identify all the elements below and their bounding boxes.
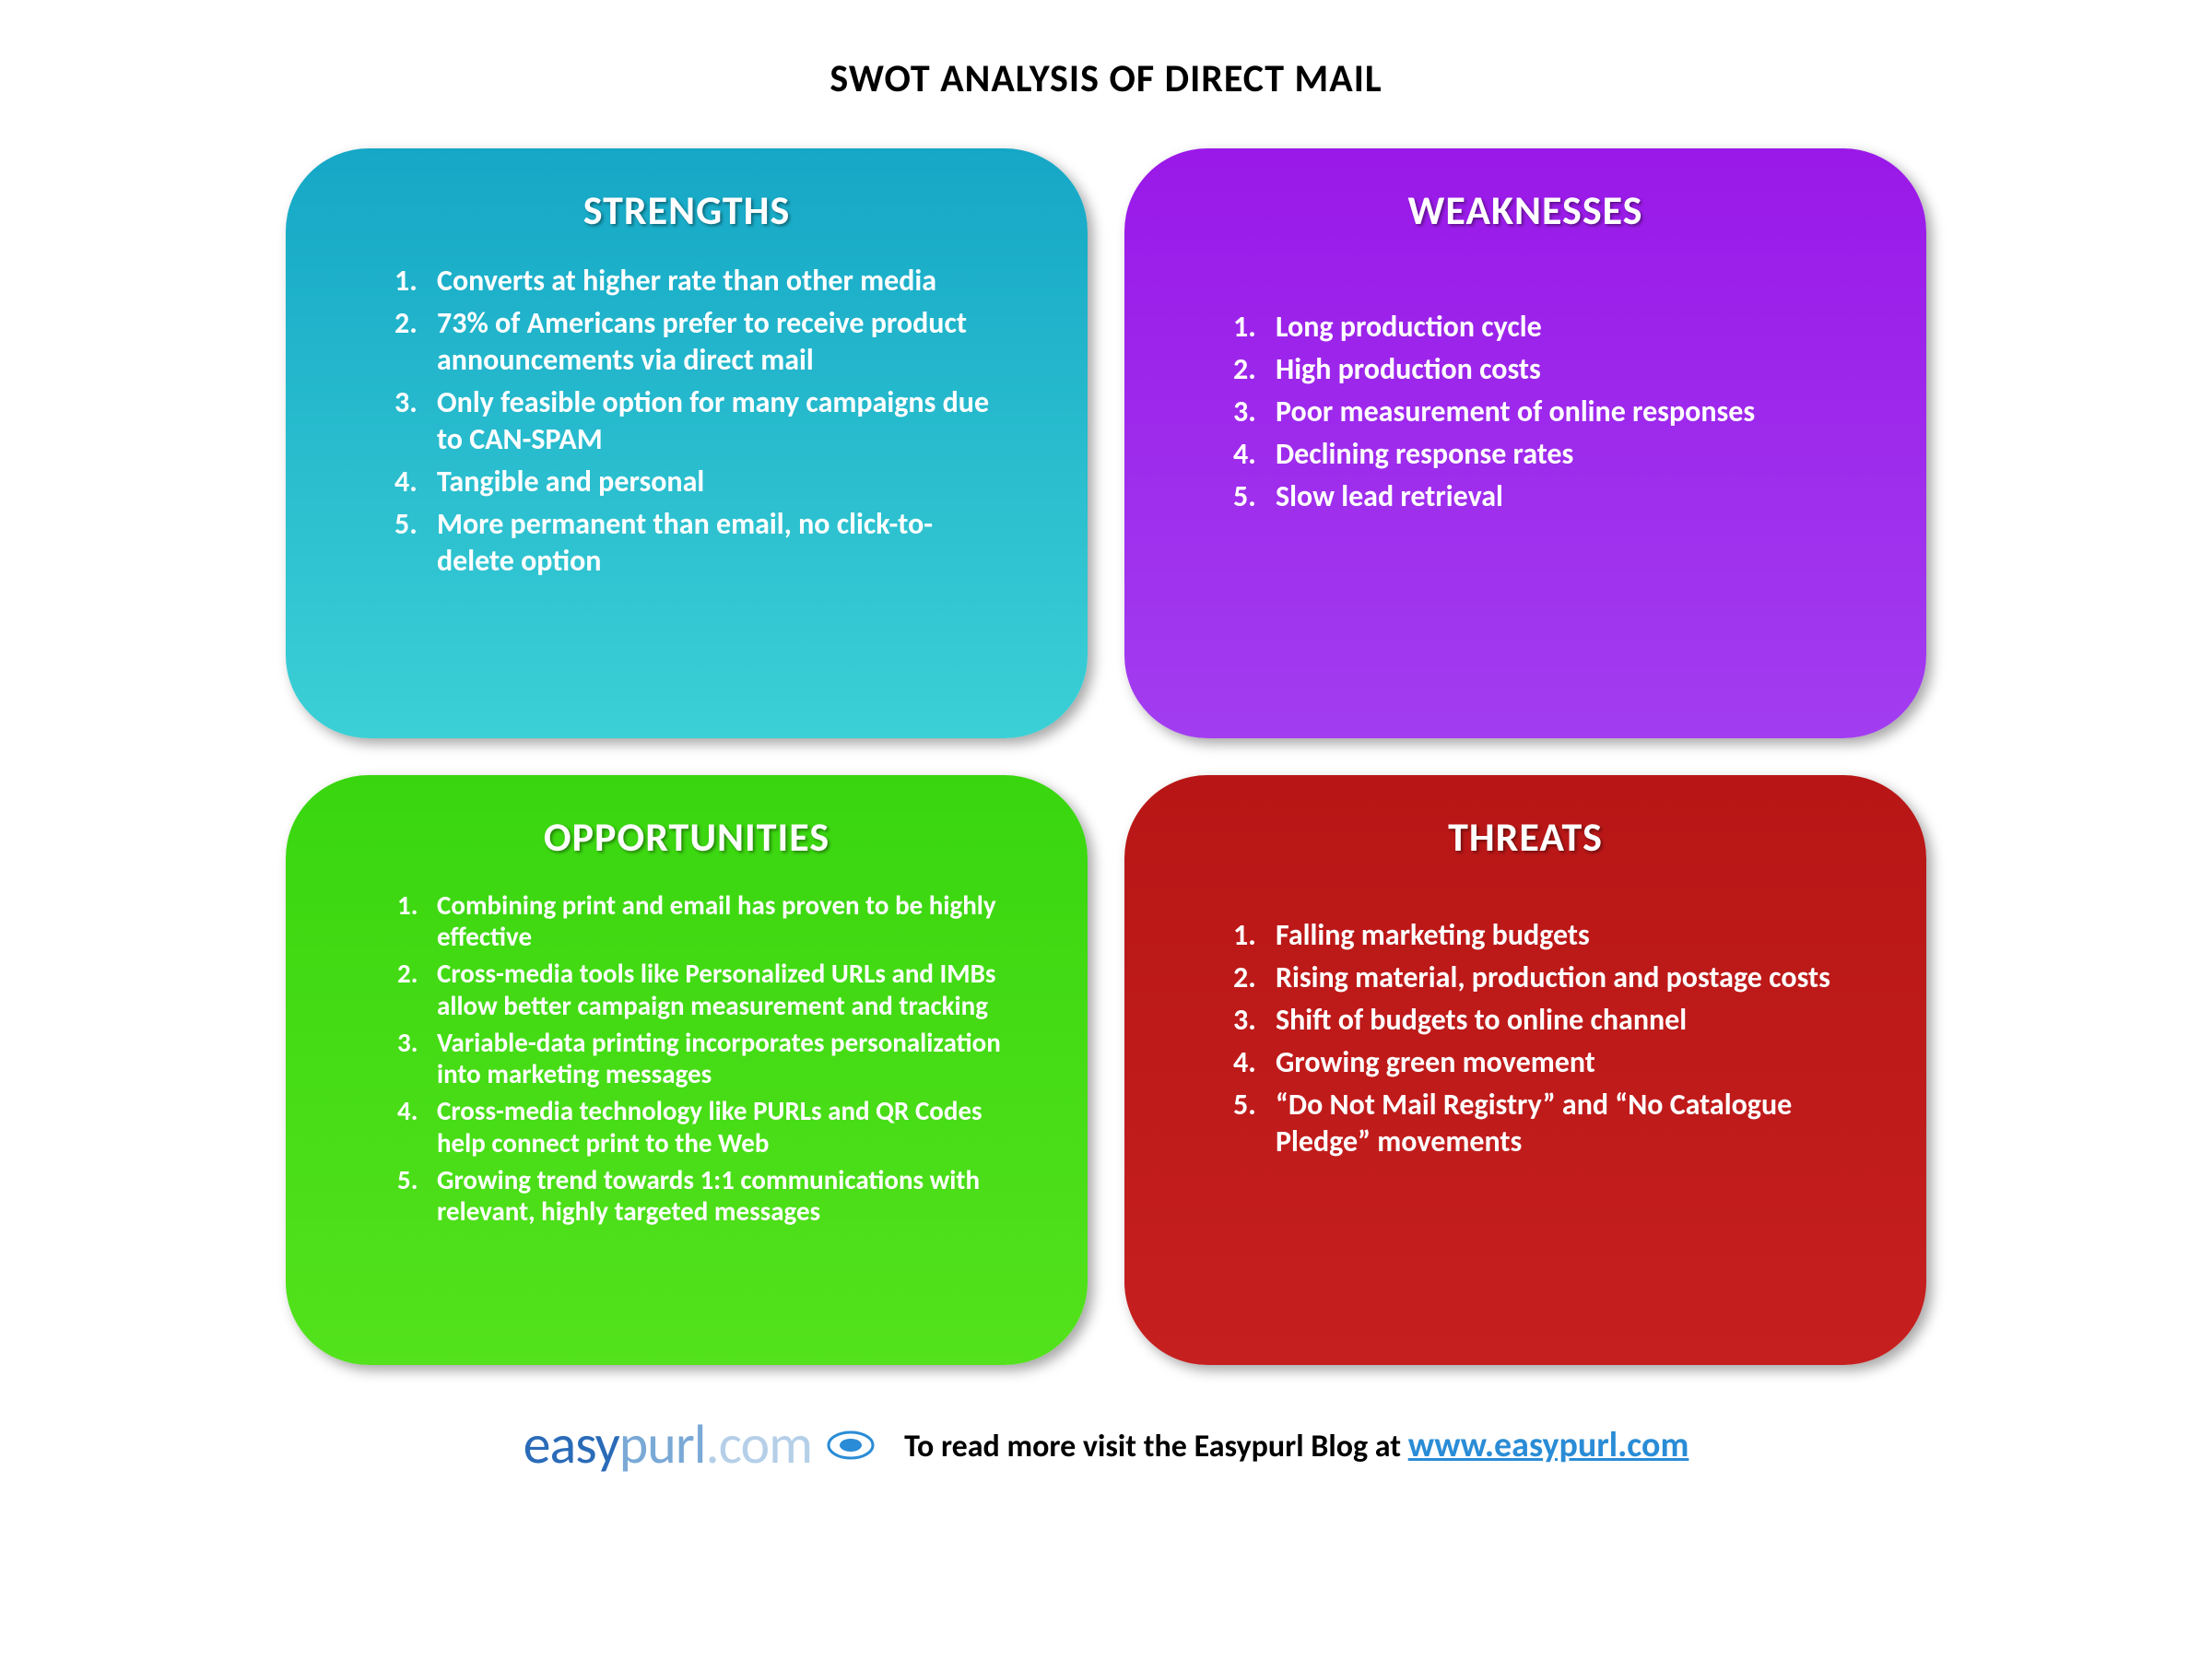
- threats-item: Shift of budgets to online channel: [1263, 1002, 1843, 1039]
- strengths-title: STRENGTHS: [341, 185, 1032, 235]
- opportunities-item: Variable-data printing incorporates pers…: [424, 1027, 1005, 1089]
- opportunities-item: Cross-media tools like Personalized URLs…: [424, 958, 1005, 1020]
- opportunities-item: Growing trend towards 1:1 communications…: [424, 1164, 1005, 1227]
- threats-item: Falling marketing budgets: [1263, 917, 1843, 954]
- strengths-item: Only feasible option for many campaigns …: [424, 384, 1005, 458]
- footer-text-wrap: To read more visit the Easypurl Blog at …: [904, 1424, 1688, 1466]
- opportunities-item: Combining print and email has proven to …: [424, 889, 1005, 952]
- threats-title: THREATS: [1180, 812, 1871, 862]
- quadrant-weaknesses: WEAKNESSES Long production cycle High pro…: [1124, 148, 1926, 738]
- page-title: SWOT ANALYSIS OF DIRECT MAIL: [55, 55, 2157, 102]
- weaknesses-item: Slow lead retrieval: [1263, 478, 1843, 515]
- opportunities-item: Cross-media technology like PURLs and QR…: [424, 1095, 1005, 1158]
- strengths-item: Tangible and personal: [424, 464, 1005, 500]
- threats-item: Growing green movement: [1263, 1044, 1843, 1081]
- weaknesses-item: High production costs: [1263, 351, 1843, 388]
- footer-link[interactable]: www.easypurl.com: [1408, 1424, 1689, 1466]
- quadrant-strengths: STRENGTHS Converts at higher rate than o…: [286, 148, 1088, 738]
- opportunities-title: OPPORTUNITIES: [341, 812, 1032, 862]
- opportunities-list: Combining print and email has proven to …: [341, 889, 1032, 1227]
- strengths-item: More permanent than email, no click-to-d…: [424, 506, 1005, 580]
- logo-part-easy: easy: [524, 1411, 619, 1478]
- threats-list: Falling marketing budgets Rising material…: [1180, 917, 1871, 1160]
- swirl-icon: [825, 1423, 877, 1467]
- weaknesses-title: WEAKNESSES: [1180, 185, 1871, 235]
- swot-grid: STRENGTHS Converts at higher rate than o…: [286, 148, 1926, 1365]
- threats-item: “Do Not Mail Registry” and “No Catalogue…: [1263, 1087, 1843, 1160]
- weaknesses-list: Long production cycle High production cos…: [1180, 309, 1871, 515]
- weaknesses-item: Poor measurement of online responses: [1263, 394, 1843, 430]
- footer-text: To read more visit the Easypurl Blog at: [904, 1428, 1408, 1465]
- threats-item: Rising material, production and postage …: [1263, 959, 1843, 996]
- quadrant-threats: THREATS Falling marketing budgets Rising …: [1124, 775, 1926, 1365]
- easypurl-logo: easypurl.com: [524, 1411, 877, 1478]
- strengths-item: 73% of Americans prefer to receive produ…: [424, 305, 1005, 379]
- footer: easypurl.com To read more visit the Easy…: [55, 1411, 2157, 1478]
- strengths-item: Converts at higher rate than other media: [424, 263, 1005, 300]
- logo-part-dotcom: .com: [706, 1411, 813, 1478]
- weaknesses-item: Declining response rates: [1263, 436, 1843, 473]
- quadrant-opportunities: OPPORTUNITIES Combining print and email …: [286, 775, 1088, 1365]
- logo-part-purl: purl: [619, 1411, 706, 1478]
- weaknesses-item: Long production cycle: [1263, 309, 1843, 346]
- strengths-list: Converts at higher rate than other media…: [341, 263, 1032, 580]
